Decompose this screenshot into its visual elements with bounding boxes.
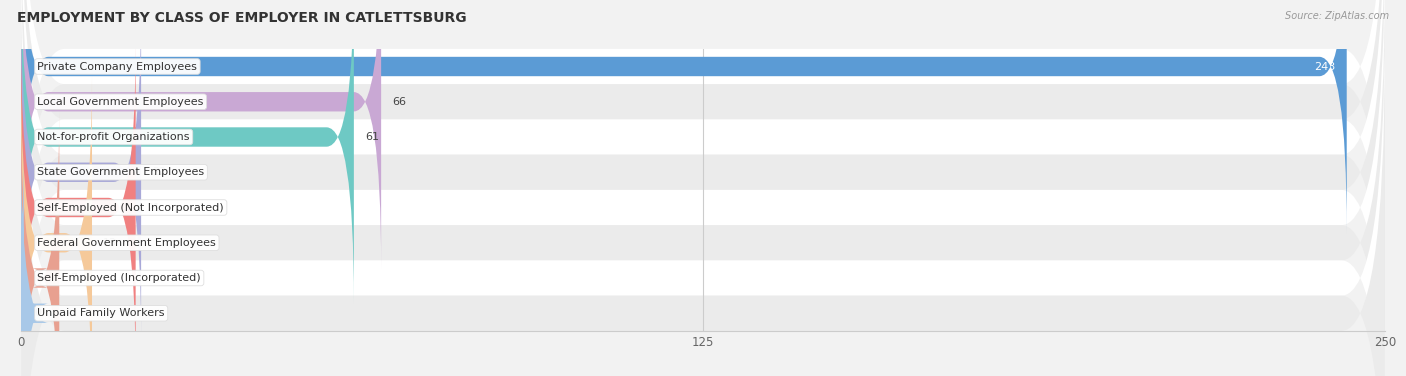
FancyBboxPatch shape xyxy=(0,147,48,376)
FancyBboxPatch shape xyxy=(21,49,1385,376)
Text: Source: ZipAtlas.com: Source: ZipAtlas.com xyxy=(1285,11,1389,21)
FancyBboxPatch shape xyxy=(21,0,1385,376)
FancyBboxPatch shape xyxy=(21,0,1385,376)
Text: 21: 21 xyxy=(146,203,160,212)
Text: 13: 13 xyxy=(103,238,117,248)
FancyBboxPatch shape xyxy=(21,0,1385,331)
FancyBboxPatch shape xyxy=(21,14,1385,376)
Text: Unpaid Family Workers: Unpaid Family Workers xyxy=(38,308,165,318)
FancyBboxPatch shape xyxy=(21,0,1385,376)
Text: Federal Government Employees: Federal Government Employees xyxy=(38,238,217,248)
FancyBboxPatch shape xyxy=(21,41,135,374)
Text: 66: 66 xyxy=(392,97,406,107)
Text: EMPLOYMENT BY CLASS OF EMPLOYER IN CATLETTSBURG: EMPLOYMENT BY CLASS OF EMPLOYER IN CATLE… xyxy=(17,11,467,25)
FancyBboxPatch shape xyxy=(21,111,59,376)
FancyBboxPatch shape xyxy=(21,0,381,268)
FancyBboxPatch shape xyxy=(21,0,354,303)
FancyBboxPatch shape xyxy=(21,0,1385,376)
Text: 243: 243 xyxy=(1315,62,1336,71)
Text: 0: 0 xyxy=(35,308,42,318)
Text: 22: 22 xyxy=(152,167,166,177)
Text: 7: 7 xyxy=(70,273,77,283)
Text: 61: 61 xyxy=(364,132,378,142)
Text: Private Company Employees: Private Company Employees xyxy=(38,62,197,71)
FancyBboxPatch shape xyxy=(21,0,1347,233)
Text: State Government Employees: State Government Employees xyxy=(38,167,205,177)
FancyBboxPatch shape xyxy=(21,0,1385,366)
Text: Local Government Employees: Local Government Employees xyxy=(38,97,204,107)
FancyBboxPatch shape xyxy=(21,6,141,339)
Text: Not-for-profit Organizations: Not-for-profit Organizations xyxy=(38,132,190,142)
Text: Self-Employed (Not Incorporated): Self-Employed (Not Incorporated) xyxy=(38,203,224,212)
FancyBboxPatch shape xyxy=(21,76,91,376)
Text: Self-Employed (Incorporated): Self-Employed (Incorporated) xyxy=(38,273,201,283)
